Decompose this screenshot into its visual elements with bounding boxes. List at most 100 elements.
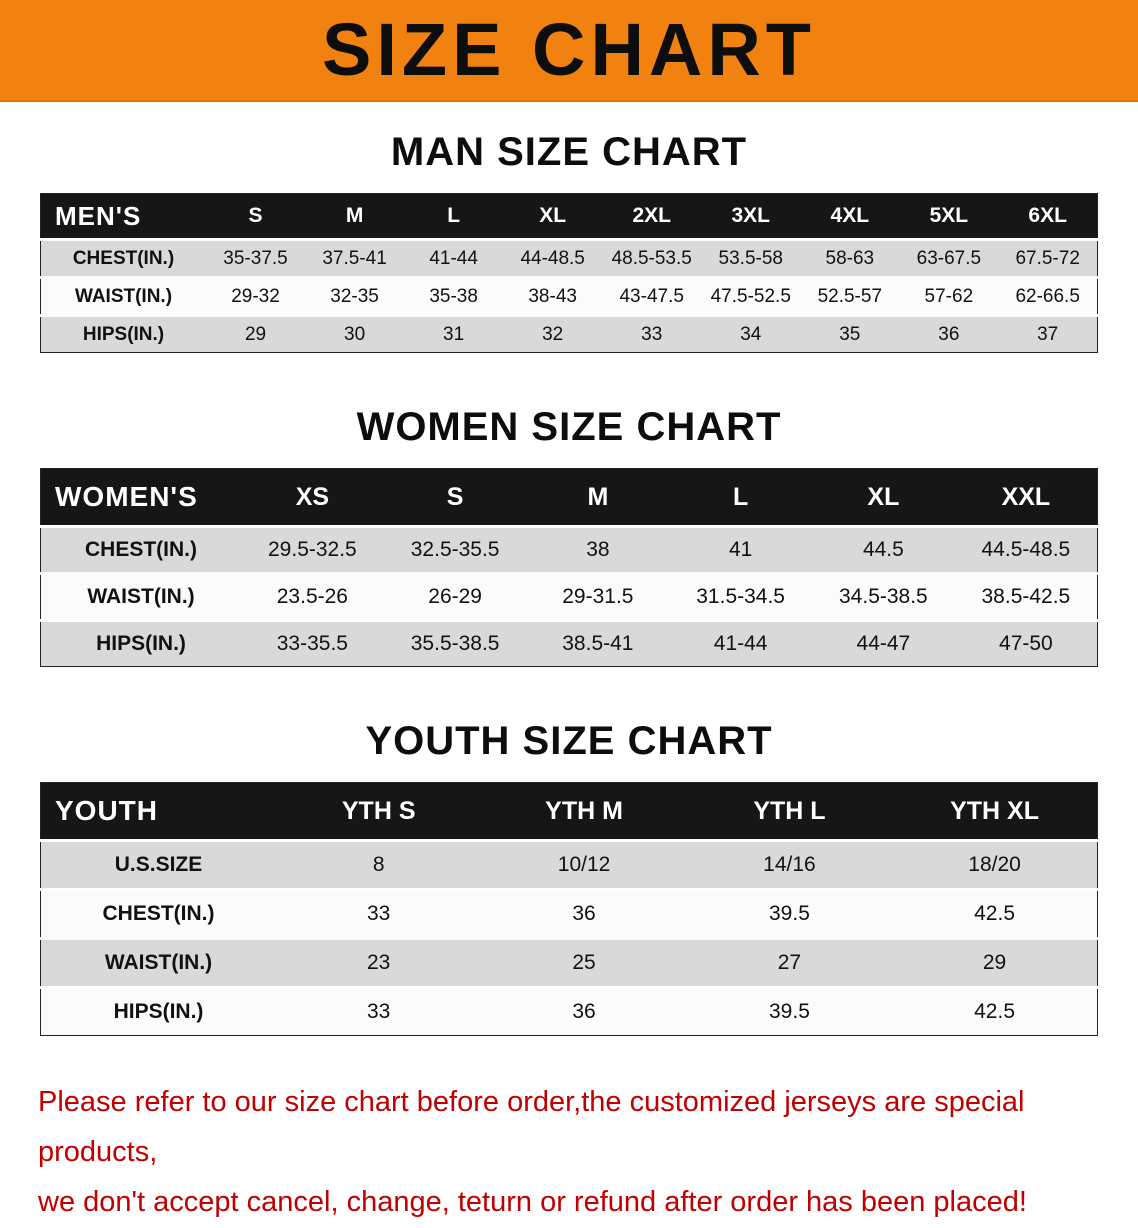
table-row: CHEST(IN.) 35-37.5 37.5-41 41-44 44-48.5 48.5… (40, 238, 1098, 278)
column-header: YTH XL (892, 782, 1098, 841)
size-value-cell: 41 (669, 525, 812, 574)
size-value-cell: 33 (276, 986, 482, 1036)
row-label: CHEST(IN.) (40, 238, 206, 278)
column-header: L (404, 193, 504, 240)
size-value-cell: 27 (686, 937, 893, 988)
men-size-table: MEN'S S M L XL 2XL 3XL 4XL 5XL 6XL CHEST(IN.) 35-37… (40, 193, 1098, 353)
women-size-table: WOMEN'S XS S M L XL XXL CHEST(IN.) 29.5-32.5 32.5… (40, 468, 1098, 667)
column-header: 4XL (800, 193, 900, 240)
table-header-row: YOUTH YTH S YTH M YTH L YTH XL (40, 782, 1098, 841)
column-header: M (526, 468, 670, 527)
men-size-section: MAN SIZE CHART MEN'S S M L XL 2XL 3XL 4XL 5XL 6XL… (0, 130, 1138, 353)
column-header: M (305, 193, 405, 240)
size-value-cell: 32-35 (305, 276, 405, 316)
size-value-cell: 36 (899, 314, 999, 353)
size-value-cell: 62-66.5 (998, 276, 1098, 316)
table-row: HIPS(IN.) 33 36 39.5 42.5 (40, 986, 1098, 1036)
size-value-cell: 23 (276, 937, 482, 988)
size-value-cell: 29 (206, 314, 306, 353)
size-value-cell: 41-44 (404, 238, 504, 278)
youth-size-section: YOUTH SIZE CHART YOUTH YTH S YTH M YTH L YTH… (0, 719, 1138, 1036)
column-header: 2XL (602, 193, 702, 240)
column-header: L (669, 468, 812, 527)
size-value-cell: 32 (503, 314, 603, 353)
row-label: HIPS(IN.) (40, 619, 241, 667)
size-value-cell: 29 (892, 937, 1098, 988)
size-value-cell: 33 (602, 314, 702, 353)
size-value-cell: 36 (481, 888, 687, 939)
size-value-cell: 39.5 (686, 986, 893, 1036)
table-corner-label: MEN'S (40, 193, 206, 240)
row-label: WAIST(IN.) (40, 572, 241, 621)
row-label: CHEST(IN.) (40, 525, 241, 574)
row-label: CHEST(IN.) (40, 888, 276, 939)
banner-title: SIZE CHART (322, 8, 816, 91)
size-value-cell: 41-44 (669, 619, 812, 667)
size-chart-banner: SIZE CHART (0, 0, 1138, 102)
youth-section-heading: YOUTH SIZE CHART (365, 719, 773, 763)
column-header: XL (812, 468, 955, 527)
size-value-cell: 35-37.5 (206, 238, 306, 278)
table-corner-label: WOMEN'S (40, 468, 241, 527)
table-row: CHEST(IN.) 29.5-32.5 32.5-35.5 38 41 44.5 44.5… (40, 525, 1098, 574)
size-value-cell: 67.5-72 (998, 238, 1098, 278)
size-value-cell: 35.5-38.5 (383, 619, 527, 667)
column-header: YTH L (686, 782, 893, 841)
column-header: 3XL (701, 193, 801, 240)
table-row: CHEST(IN.) 33 36 39.5 42.5 (40, 888, 1098, 939)
size-value-cell: 34 (701, 314, 801, 353)
column-header: 6XL (998, 193, 1098, 240)
women-size-section: WOMEN SIZE CHART WOMEN'S XS S M L XL XXL CHEST(… (0, 405, 1138, 667)
size-value-cell: 10/12 (481, 839, 687, 890)
table-row: HIPS(IN.) 29 30 31 32 33 34 35 36 37 (40, 314, 1098, 353)
size-value-cell: 48.5-53.5 (602, 238, 702, 278)
size-value-cell: 33 (276, 888, 482, 939)
row-label: WAIST(IN.) (40, 937, 276, 988)
size-value-cell: 29.5-32.5 (241, 525, 384, 574)
women-section-heading: WOMEN SIZE CHART (356, 405, 782, 449)
size-value-cell: 33-35.5 (241, 619, 384, 667)
size-value-cell: 44-48.5 (503, 238, 603, 278)
table-row: WAIST(IN.) 29-32 32-35 35-38 38-43 43-47.5 47.… (40, 276, 1098, 316)
table-corner-label: YOUTH (40, 782, 276, 841)
size-value-cell: 38-43 (503, 276, 603, 316)
size-value-cell: 26-29 (383, 572, 527, 621)
size-value-cell: 29-32 (206, 276, 306, 316)
disclaimer-line-2: we don't accept cancel, change, teturn o… (38, 1185, 1027, 1218)
column-header: 5XL (899, 193, 999, 240)
youth-size-table: YOUTH YTH S YTH M YTH L YTH XL U.S.SIZE 8 10/12… (40, 782, 1098, 1036)
row-label: HIPS(IN.) (40, 986, 276, 1036)
column-header: YTH S (276, 782, 482, 841)
disclaimer-line-1: Please refer to our size chart before or… (38, 1086, 1025, 1168)
size-value-cell: 63-67.5 (899, 238, 999, 278)
size-value-cell: 47-50 (954, 619, 1098, 667)
size-value-cell: 31 (404, 314, 504, 353)
size-value-cell: 23.5-26 (241, 572, 384, 621)
size-value-cell: 31.5-34.5 (669, 572, 812, 621)
size-value-cell: 38 (526, 525, 670, 574)
size-value-cell: 8 (276, 839, 482, 890)
column-header: XXL (954, 468, 1098, 527)
size-value-cell: 32.5-35.5 (383, 525, 527, 574)
table-row: WAIST(IN.) 23 25 27 29 (40, 937, 1098, 988)
table-header-row: WOMEN'S XS S M L XL XXL (40, 468, 1098, 527)
size-value-cell: 58-63 (800, 238, 900, 278)
table-row: WAIST(IN.) 23.5-26 26-29 29-31.5 31.5-34.5 34… (40, 572, 1098, 621)
row-label: HIPS(IN.) (40, 314, 206, 353)
size-value-cell: 47.5-52.5 (701, 276, 801, 316)
table-row: U.S.SIZE 8 10/12 14/16 18/20 (40, 839, 1098, 890)
size-value-cell: 18/20 (892, 839, 1098, 890)
size-value-cell: 42.5 (892, 986, 1098, 1036)
table-row: HIPS(IN.) 33-35.5 35.5-38.5 38.5-41 41-44 44-… (40, 619, 1098, 667)
size-value-cell: 37.5-41 (305, 238, 405, 278)
men-section-heading: MAN SIZE CHART (390, 130, 748, 174)
size-value-cell: 34.5-38.5 (812, 572, 955, 621)
size-value-cell: 25 (481, 937, 687, 988)
size-value-cell: 57-62 (899, 276, 999, 316)
size-value-cell: 29-31.5 (526, 572, 670, 621)
column-header: S (206, 193, 306, 240)
size-value-cell: 42.5 (892, 888, 1098, 939)
size-value-cell: 44.5 (812, 525, 955, 574)
size-value-cell: 35 (800, 314, 900, 353)
row-label: WAIST(IN.) (40, 276, 206, 316)
